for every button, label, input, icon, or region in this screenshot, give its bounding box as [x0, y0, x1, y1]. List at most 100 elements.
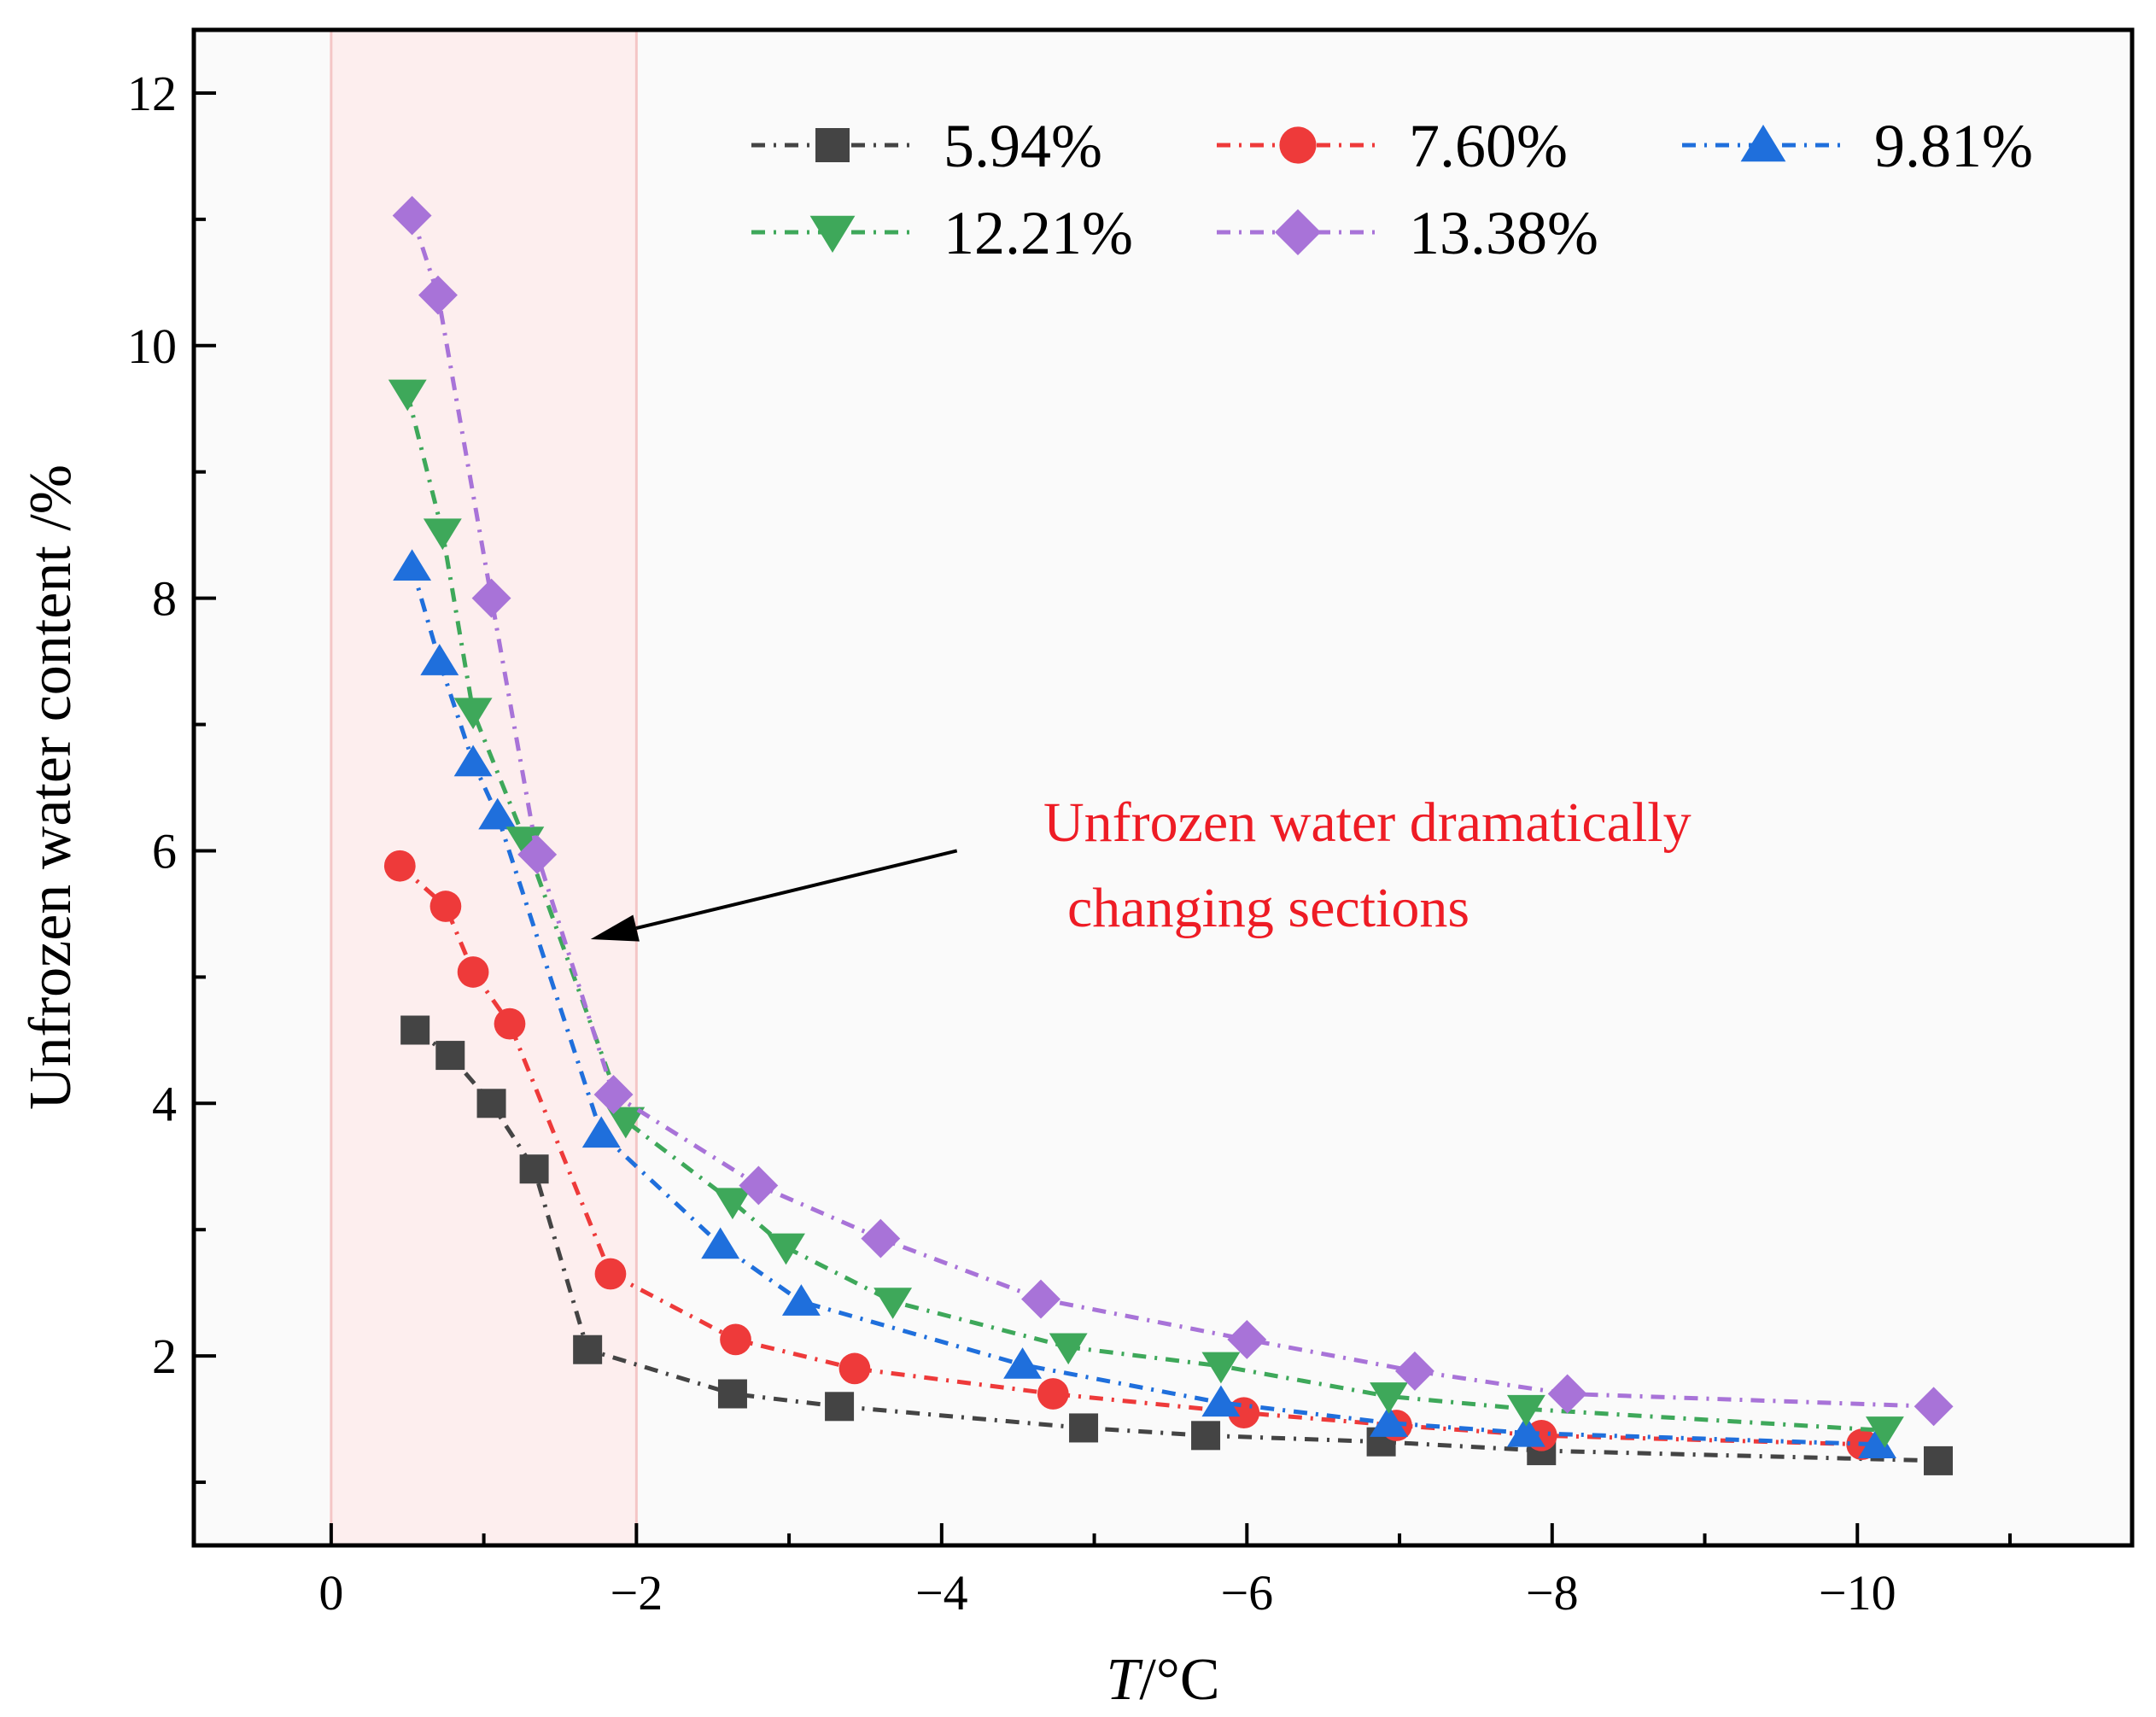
x-tick-label: −10	[1819, 1565, 1896, 1621]
data-point	[1069, 1413, 1099, 1443]
data-point	[1227, 1319, 1267, 1359]
legend-label: 9.81%	[1874, 112, 2033, 180]
data-point	[478, 797, 517, 830]
x-axis-title-variable: T	[1106, 1647, 1143, 1713]
plot-frame	[191, 27, 2135, 1548]
data-point	[767, 1233, 805, 1265]
data-point	[1049, 1333, 1088, 1365]
series-line	[398, 864, 1862, 1447]
data-point	[453, 745, 493, 777]
data-point	[573, 1334, 603, 1364]
y-tick-label: 10	[127, 318, 177, 374]
legend-marker	[815, 128, 850, 162]
y-tick-label: 6	[152, 823, 177, 879]
x-tick-label: −6	[1220, 1565, 1273, 1621]
legend: 5.94% 7.60% 9.81% 12.21% 13.38%	[751, 112, 2033, 267]
data-point	[418, 275, 458, 315]
legend-label: 5.94%	[944, 112, 1102, 180]
data-point	[594, 1258, 627, 1290]
legend-label: 13.38%	[1409, 199, 1598, 267]
y-tick-label: 12	[127, 66, 177, 121]
series-9.81%	[393, 549, 1896, 1458]
legend-item: 5.94%	[751, 112, 1102, 180]
data-point	[1866, 1416, 1904, 1448]
data-point	[393, 549, 432, 581]
data-point	[392, 196, 432, 236]
data-point	[581, 1116, 621, 1148]
data-point	[423, 518, 462, 551]
data-point	[861, 1218, 901, 1259]
data-point	[1191, 1421, 1221, 1451]
annotation-arrow-line	[635, 849, 958, 931]
data-point	[1370, 1382, 1408, 1414]
legend-label: 12.21%	[944, 199, 1133, 267]
x-axis: 0 −2 −4 −6 −8 −10	[318, 1523, 2013, 1621]
legend-label: 7.60%	[1409, 112, 1568, 180]
data-point	[505, 826, 545, 859]
legend-marker	[1740, 125, 1786, 162]
data-point	[1021, 1279, 1060, 1319]
y-axis-title: Unfrozen water content /%	[18, 464, 84, 1110]
legend-item: 9.81%	[1682, 112, 2033, 180]
data-point	[420, 644, 459, 675]
x-tick-label: −8	[1526, 1565, 1579, 1621]
series-line	[413, 1028, 1939, 1463]
data-point	[1506, 1394, 1545, 1427]
data-point	[593, 1074, 634, 1114]
data-point	[1370, 1405, 1408, 1437]
data-point	[825, 1392, 855, 1422]
legend-marker	[809, 215, 856, 253]
data-point	[1003, 1347, 1042, 1379]
x-axis-title: T/°C	[1106, 1647, 1219, 1713]
data-point	[457, 956, 489, 988]
data-point	[1201, 1385, 1241, 1417]
data-point	[494, 1007, 526, 1040]
y-tick-label: 4	[152, 1076, 177, 1131]
data-point	[1201, 1352, 1241, 1384]
series-line	[410, 565, 1878, 1447]
data-point	[1394, 1351, 1434, 1391]
data-point	[435, 1041, 465, 1071]
data-point	[1547, 1374, 1587, 1414]
x-tick-label: 0	[318, 1565, 343, 1621]
series-layer	[383, 196, 1954, 1475]
y-tick-label: 2	[152, 1329, 177, 1384]
data-point	[388, 379, 427, 412]
data-point	[471, 578, 511, 618]
x-axis-title-unit: /°C	[1139, 1647, 1219, 1713]
legend-item: 12.21%	[751, 199, 1133, 267]
data-point	[1037, 1378, 1069, 1410]
highlight-band-fill	[330, 30, 637, 1545]
data-point	[701, 1227, 740, 1259]
data-point	[1914, 1387, 1954, 1427]
data-point	[429, 891, 462, 922]
data-point	[739, 1165, 779, 1206]
annotation-arrowhead	[590, 914, 640, 942]
y-axis: 2 4 6 8 10 12	[127, 66, 216, 1485]
legend-marker	[1279, 126, 1317, 164]
legend-item: 7.60%	[1217, 112, 1568, 180]
highlight-band	[330, 30, 638, 1545]
data-point	[476, 1089, 506, 1118]
data-point	[1924, 1445, 1953, 1475]
data-point	[453, 698, 493, 730]
x-tick-label: −4	[915, 1565, 968, 1621]
x-tick-label: −2	[610, 1565, 663, 1621]
data-point	[1506, 1415, 1545, 1447]
data-point	[519, 1154, 549, 1184]
data-point	[713, 1188, 752, 1220]
legend-marker	[1275, 209, 1321, 255]
data-point	[517, 834, 558, 874]
series-13.38%	[392, 196, 1954, 1427]
data-point	[717, 1379, 747, 1409]
data-point	[874, 1288, 913, 1319]
data-point	[720, 1323, 751, 1356]
data-point	[400, 1015, 430, 1045]
data-point	[781, 1284, 821, 1316]
data-point	[383, 850, 416, 882]
series-12.21%	[388, 379, 1904, 1448]
annotation: Unfrozen water dramatically changing sec…	[590, 791, 1691, 942]
y-tick-label: 8	[152, 571, 177, 627]
data-point	[606, 1107, 646, 1139]
